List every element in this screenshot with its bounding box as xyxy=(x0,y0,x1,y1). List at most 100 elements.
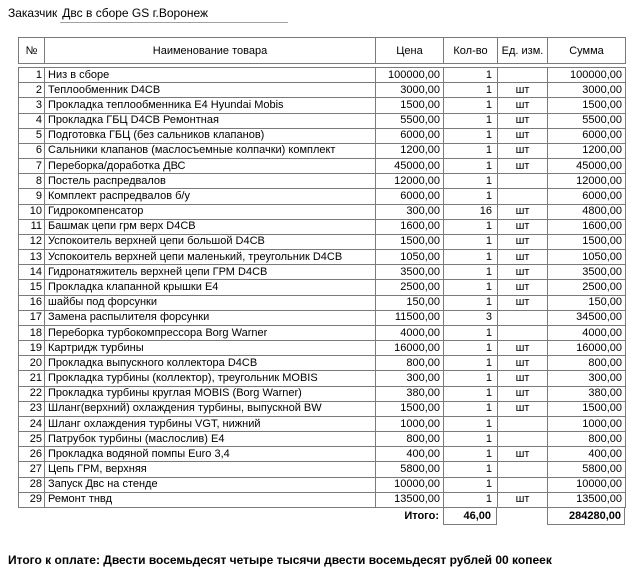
cell-sum: 1500,00 xyxy=(547,233,626,251)
items-table-wrap: № Наименование товара Цена Кол-во Ед. из… xyxy=(18,37,626,525)
cell-num: 20 xyxy=(18,355,45,372)
cell-sum: 16000,00 xyxy=(547,340,626,357)
cell-price: 400,00 xyxy=(375,446,444,463)
cell-name: Запуск Двс на стенде xyxy=(44,476,376,493)
cell-name: Башмак цепи грм верх D4CB xyxy=(44,218,376,235)
table-row: 20 Прокладка выпускного коллектора D4CB 80… xyxy=(18,355,626,372)
totals-row: Итого: 46,00 284280,00 xyxy=(18,508,625,525)
cell-sum: 13500,00 xyxy=(547,491,626,509)
cell-num: 15 xyxy=(18,279,45,296)
cell-price: 12000,00 xyxy=(375,173,444,190)
cell-price: 300,00 xyxy=(375,203,444,220)
cell-name: Переборка турбокомпрессора Borg Warner xyxy=(44,324,376,342)
cell-num: 12 xyxy=(18,233,45,251)
cell-name: Сальники клапанов (маслосъемные колпачки… xyxy=(44,142,376,160)
table-row: 18 Переборка турбокомпрессора Borg Warner… xyxy=(18,324,626,342)
cell-sum: 300,00 xyxy=(547,370,626,387)
cell-name: Шланг(верхний) охлаждения турбины, выпус… xyxy=(44,400,376,417)
amount-in-words: Итого к оплате: Двести восемьдесят четыр… xyxy=(8,553,552,567)
cell-price: 11500,00 xyxy=(375,309,444,326)
cell-unit: шт xyxy=(497,97,548,114)
cell-num: 28 xyxy=(18,476,45,493)
cell-unit: шт xyxy=(497,127,548,144)
cell-unit: шт xyxy=(497,446,548,463)
cell-qty: 1 xyxy=(443,249,498,266)
cell-unit: шт xyxy=(497,112,548,129)
cell-sum: 3000,00 xyxy=(547,82,626,99)
cell-sum: 6000,00 xyxy=(547,188,626,205)
cell-price: 2500,00 xyxy=(375,279,444,296)
items-header-table: № Наименование товара Цена Кол-во Ед. из… xyxy=(18,37,626,64)
cell-qty: 1 xyxy=(443,324,498,342)
cell-price: 3500,00 xyxy=(375,264,444,281)
table-row: 13 Успокоитель верхней цепи маленький, тр… xyxy=(18,249,626,266)
cell-sum: 6000,00 xyxy=(547,127,626,144)
table-row: 23 Шланг(верхний) охлаждения турбины, вып… xyxy=(18,400,626,417)
cell-name: Постель распредвалов xyxy=(44,173,376,190)
cell-name: Теплообменник D4CB xyxy=(44,82,376,99)
table-row: 11 Башмак цепи грм верх D4CB 1600,00 1 шт 160… xyxy=(18,218,626,235)
table-row: 25 Патрубок турбины (маслослив) E4 800,00 1… xyxy=(18,431,626,448)
cell-qty: 1 xyxy=(443,97,498,114)
cell-price: 10000,00 xyxy=(375,476,444,493)
table-row: 21 Прокладка турбины (коллектор), треугол… xyxy=(18,370,626,387)
cell-name: Картридж турбины xyxy=(44,340,376,357)
cell-sum: 4000,00 xyxy=(547,324,626,342)
cell-price: 5500,00 xyxy=(375,112,444,129)
cell-name: Прокладка турбины круглая MOBIS (Borg Wa… xyxy=(44,385,376,402)
cell-name: Замена распылителя форсунки xyxy=(44,309,376,326)
header-qty: Кол-во xyxy=(443,37,498,64)
cell-sum: 4800,00 xyxy=(547,203,626,220)
cell-qty: 1 xyxy=(443,431,498,448)
table-header-row: № Наименование товара Цена Кол-во Ед. из… xyxy=(18,37,626,64)
table-row: 12 Успокоитель верхней цепи большой D4CB 1… xyxy=(18,233,626,251)
cell-num: 26 xyxy=(18,446,45,463)
cell-unit xyxy=(497,66,548,84)
cell-qty: 1 xyxy=(443,158,498,175)
cell-name: Низ в сборе xyxy=(44,66,376,84)
cell-sum: 5800,00 xyxy=(547,461,626,478)
cell-qty: 1 xyxy=(443,66,498,84)
cell-num: 3 xyxy=(18,97,45,114)
table-row: 2 Теплообменник D4CB 3000,00 1 шт 3000,00 xyxy=(18,82,626,99)
cell-price: 1000,00 xyxy=(375,415,444,433)
cell-num: 11 xyxy=(18,218,45,235)
cell-sum: 800,00 xyxy=(547,355,626,372)
cell-name: Прокладка клапанной крышки E4 xyxy=(44,279,376,296)
table-row: 7 Переборка/доработка ДВС 45000,00 1 шт 45000… xyxy=(18,158,626,175)
table-row: 15 Прокладка клапанной крышки E4 2500,00 1 ш… xyxy=(18,279,626,296)
cell-qty: 1 xyxy=(443,370,498,387)
customer-line: Заказчик Двс в сборе GS г.Воронеж xyxy=(8,6,632,23)
table-row: 27 Цепь ГРМ, верхняя 5800,00 1 5800,00 xyxy=(18,461,626,478)
cell-unit: шт xyxy=(497,491,548,509)
cell-price: 1600,00 xyxy=(375,218,444,235)
cell-name: Прокладка водяной помпы Euro 3,4 xyxy=(44,446,376,463)
cell-num: 27 xyxy=(18,461,45,478)
cell-unit: шт xyxy=(497,370,548,387)
cell-sum: 1600,00 xyxy=(547,218,626,235)
cell-name: Прокладка ГБЦ D4CB Ремонтная xyxy=(44,112,376,129)
cell-num: 23 xyxy=(18,400,45,417)
cell-sum: 1000,00 xyxy=(547,415,626,433)
cell-name: Успокоитель верхней цепи маленький, треу… xyxy=(44,249,376,266)
cell-qty: 1 xyxy=(443,142,498,160)
cell-qty: 1 xyxy=(443,233,498,251)
cell-unit: шт xyxy=(497,82,548,99)
cell-price: 800,00 xyxy=(375,431,444,448)
table-row: 28 Запуск Двс на стенде 10000,00 1 10000,00 xyxy=(18,476,626,493)
cell-price: 3000,00 xyxy=(375,82,444,99)
cell-num: 2 xyxy=(18,82,45,99)
cell-unit xyxy=(497,324,548,342)
cell-price: 150,00 xyxy=(375,294,444,311)
cell-sum: 150,00 xyxy=(547,294,626,311)
cell-qty: 1 xyxy=(443,400,498,417)
table-row: 10 Гидрокомпенсатор 300,00 16 шт 4800,00 xyxy=(18,203,626,220)
cell-price: 1200,00 xyxy=(375,142,444,160)
cell-qty: 1 xyxy=(443,491,498,509)
cell-sum: 100000,00 xyxy=(547,66,626,84)
cell-qty: 1 xyxy=(443,188,498,205)
cell-qty: 1 xyxy=(443,385,498,402)
cell-num: 13 xyxy=(18,249,45,266)
totals-qty-value: 46,00 xyxy=(443,508,497,525)
cell-qty: 1 xyxy=(443,340,498,357)
